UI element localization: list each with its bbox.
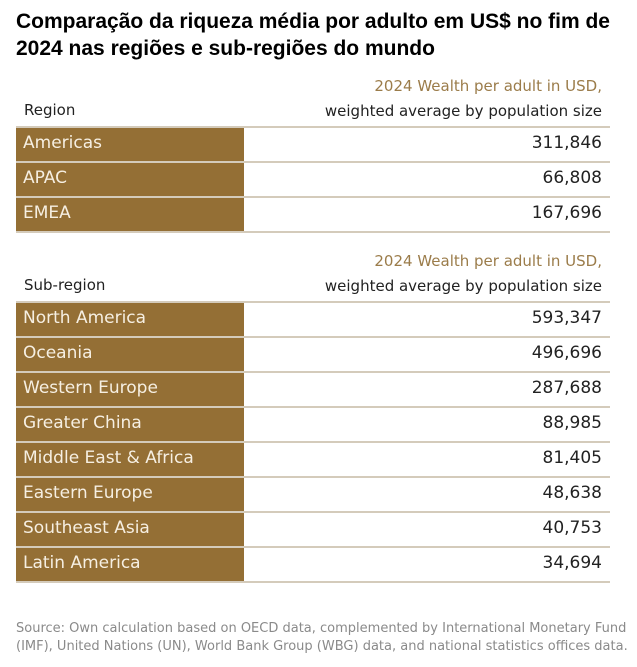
table-row: Oceania 496,696: [16, 336, 610, 371]
table-row: EMEA 167,696: [16, 196, 610, 233]
row-name: APAC: [16, 163, 244, 196]
row-value: 40,753: [542, 518, 602, 538]
row-value: 81,405: [542, 448, 602, 468]
row-name: Western Europe: [16, 373, 244, 406]
region-table: Americas 311,846 APAC 66,808 EMEA 167,696: [16, 126, 610, 233]
subregion-table-header: Sub-region 2024 Wealth per adult in USD,…: [16, 250, 610, 300]
row-value: 311,846: [531, 133, 602, 153]
table-row: North America 593,347: [16, 301, 610, 336]
table-row: Latin America 34,694: [16, 546, 610, 583]
value-column-label-line1: 2024 Wealth per adult in USD,: [374, 252, 602, 270]
row-value: 88,985: [542, 413, 602, 433]
table-row: Greater China 88,985: [16, 406, 610, 441]
row-value: 34,694: [542, 553, 602, 573]
row-value: 496,696: [531, 343, 602, 363]
row-name: Greater China: [16, 408, 244, 441]
region-table-header: Region 2024 Wealth per adult in USD, wei…: [16, 75, 610, 125]
row-name: Oceania: [16, 338, 244, 371]
table-row: Western Europe 287,688: [16, 371, 610, 406]
value-column-label-line2: weighted average by population size: [324, 102, 602, 120]
row-name: Latin America: [16, 548, 244, 581]
page-title: Comparação da riqueza média por adulto e…: [16, 10, 610, 60]
row-name: North America: [16, 303, 244, 336]
row-value: 593,347: [531, 308, 602, 328]
table-row: Eastern Europe 48,638: [16, 476, 610, 511]
source-note: Source: Own calculation based on OECD da…: [16, 621, 628, 654]
row-name: Southeast Asia: [16, 513, 244, 546]
subregion-table: North America 593,347 Oceania 496,696 Wester…: [16, 301, 610, 583]
row-name: Middle East & Africa: [16, 443, 244, 476]
subregion-column-label: Sub-region: [24, 276, 106, 294]
row-value: 48,638: [542, 483, 602, 503]
row-value: 66,808: [542, 168, 602, 188]
table-row: Americas 311,846: [16, 126, 610, 161]
row-value: 287,688: [531, 378, 602, 398]
row-value: 167,696: [531, 203, 602, 223]
row-name: EMEA: [16, 198, 244, 231]
value-column-label-line1: 2024 Wealth per adult in USD,: [374, 77, 602, 95]
table-row: APAC 66,808: [16, 161, 610, 196]
row-name: Eastern Europe: [16, 478, 244, 511]
row-name: Americas: [16, 128, 244, 161]
table-row: Middle East & Africa 81,405: [16, 441, 610, 476]
value-column-label-line2: weighted average by population size: [324, 277, 602, 295]
region-column-label: Region: [24, 101, 76, 119]
table-row: Southeast Asia 40,753: [16, 511, 610, 546]
